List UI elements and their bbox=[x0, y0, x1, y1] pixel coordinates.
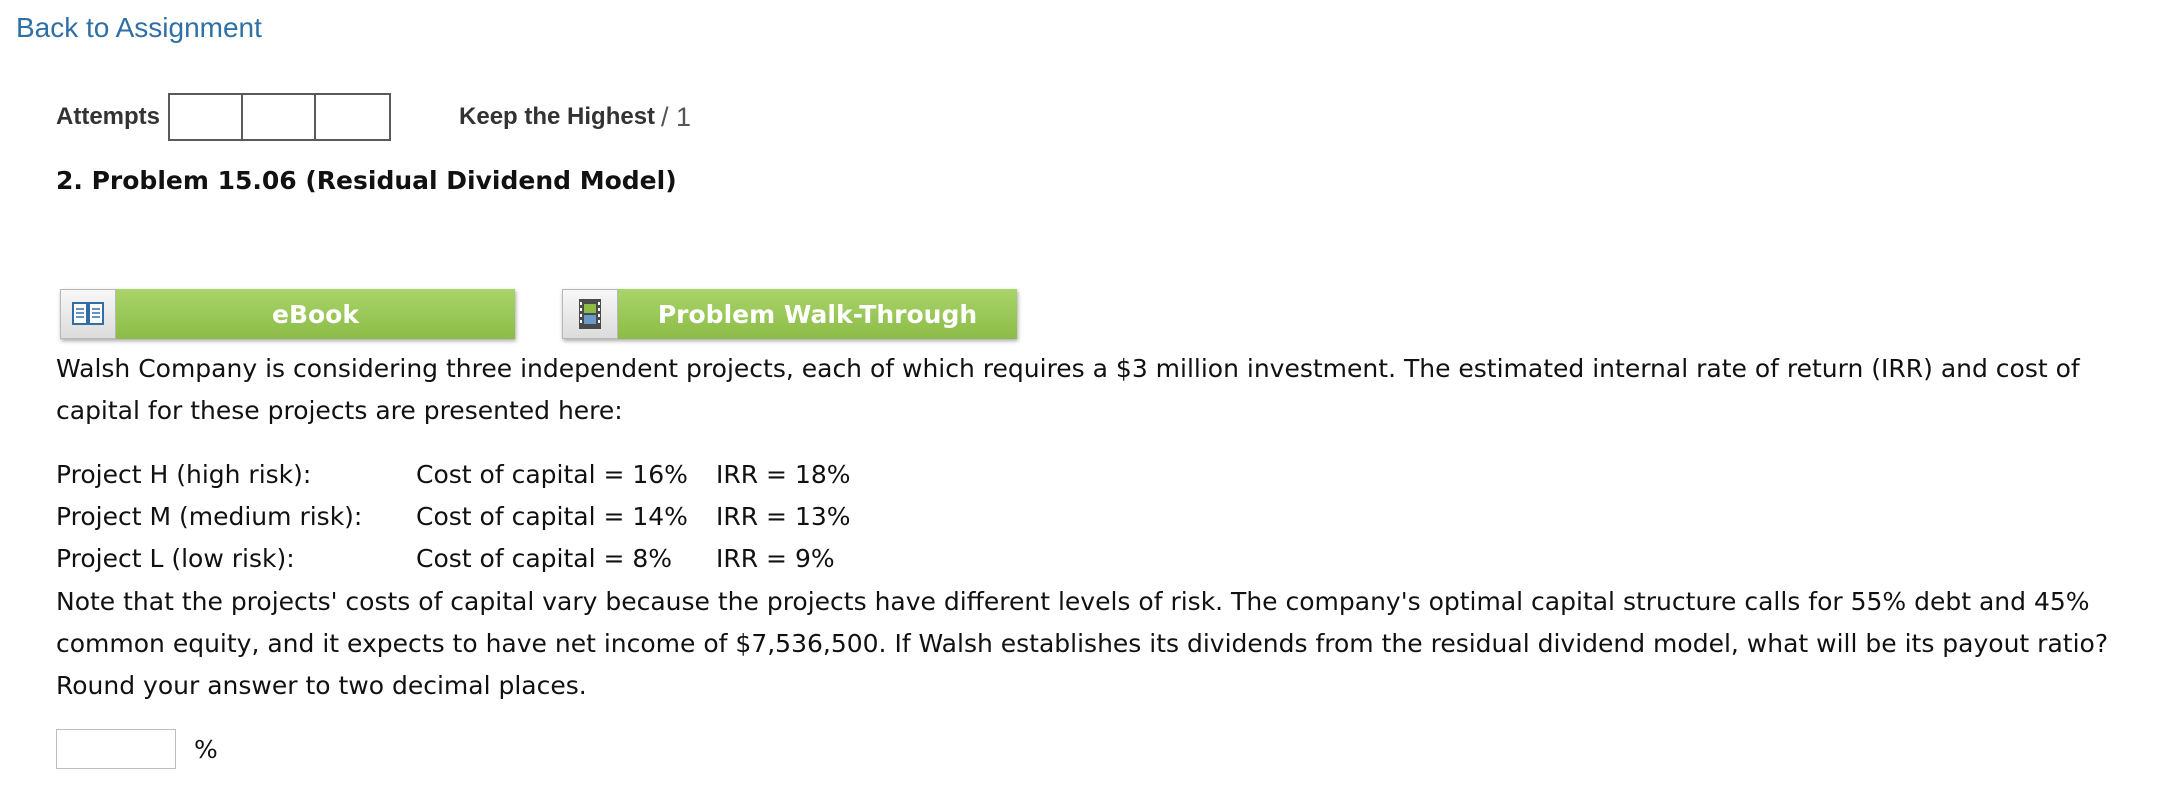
project-name: Project H (high risk): bbox=[56, 460, 312, 489]
problem-title: 2. Problem 15.06 (Residual Dividend Mode… bbox=[56, 166, 677, 195]
project-irr: IRR = 13% bbox=[716, 502, 851, 531]
keep-highest-label: Keep the Highest bbox=[459, 103, 656, 130]
attempt-box-2 bbox=[243, 95, 317, 139]
problem-walkthrough-button[interactable]: Problem Walk-Through bbox=[562, 289, 1017, 339]
problem-note-text: Note that the projects' costs of capital… bbox=[56, 587, 2109, 700]
percent-unit-label: % bbox=[194, 734, 218, 764]
ebook-button[interactable]: eBook bbox=[60, 289, 515, 339]
attempts-row: Attempts Keep the Highest / 1 bbox=[56, 93, 691, 141]
attempt-box-3 bbox=[316, 95, 389, 139]
back-to-assignment-link[interactable]: Back to Assignment bbox=[16, 12, 262, 43]
ebook-button-label: eBook bbox=[116, 289, 515, 339]
attempt-box-1 bbox=[170, 95, 244, 139]
project-cost-of-capital: Cost of capital = 14% bbox=[416, 502, 688, 531]
project-name: Project L (low risk): bbox=[56, 544, 295, 573]
project-irr: IRR = 9% bbox=[716, 544, 835, 573]
project-cost-of-capital: Cost of capital = 8% bbox=[416, 544, 673, 573]
film-icon bbox=[562, 289, 618, 339]
project-irr: IRR = 18% bbox=[716, 460, 851, 489]
project-name: Project M (medium risk): bbox=[56, 502, 363, 531]
answer-row: % bbox=[56, 729, 218, 769]
problem-intro-text: Walsh Company is considering three indep… bbox=[56, 354, 2080, 425]
book-icon bbox=[60, 289, 116, 339]
score-denominator: / 1 bbox=[661, 101, 692, 132]
problem-walkthrough-label: Problem Walk-Through bbox=[618, 289, 1017, 339]
attempt-boxes bbox=[168, 93, 392, 141]
project-cost-of-capital: Cost of capital = 16% bbox=[416, 460, 688, 489]
attempts-label: Attempts bbox=[56, 103, 161, 130]
payout-ratio-input[interactable] bbox=[56, 729, 176, 769]
